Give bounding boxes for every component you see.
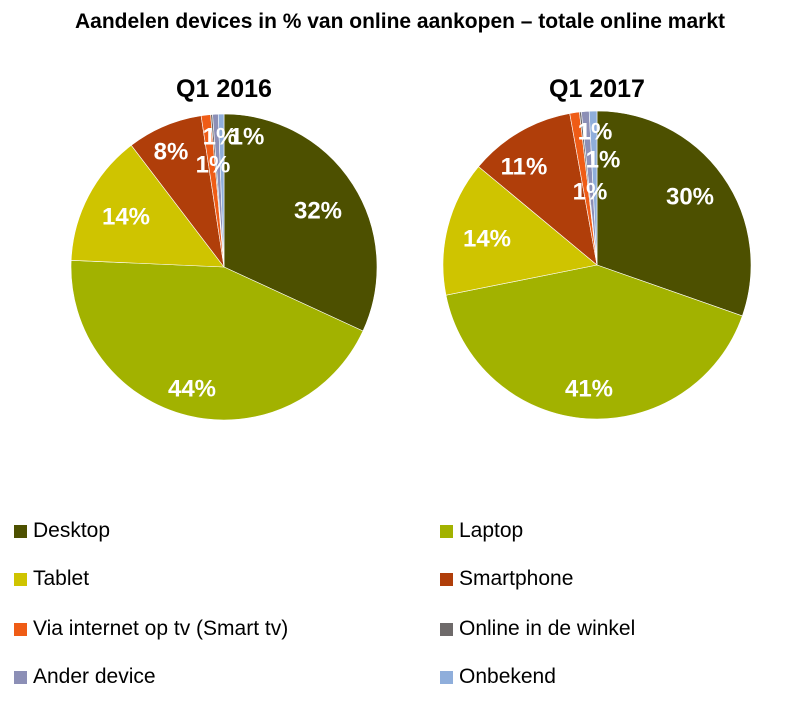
legend-item: Via internet op tv (Smart tv) (14, 617, 288, 641)
data-label: 1% (203, 123, 238, 150)
data-label: 11% (501, 153, 548, 180)
legend-swatch (14, 524, 27, 538)
pie-1: Q1 2016 32% 44% 14% 8% 1%1%1% (70, 75, 378, 421)
legend-item: Desktop (14, 519, 110, 543)
legend-label: Ander device (33, 665, 156, 688)
data-label: 14% (102, 203, 150, 230)
legend-swatch (440, 622, 453, 636)
pie-slice-desktop (596, 110, 752, 317)
legend-label: Desktop (33, 519, 111, 542)
data-label: 1% (230, 123, 265, 150)
legend-swatch (440, 572, 453, 586)
data-label: 41% (565, 375, 613, 402)
pie-slice-smartphone (478, 113, 598, 266)
data-label: 1% (586, 146, 621, 173)
legend-label: Onbekend (459, 665, 556, 688)
pie-slice-desktop (223, 113, 378, 332)
legend-swatch (440, 670, 453, 684)
legend-item: Ander device (14, 665, 156, 689)
legend-label: Smartphone (459, 567, 574, 590)
chart-title: Aandelen devices in % van online aankope… (74, 10, 725, 33)
legend-swatch (14, 670, 27, 684)
legend-swatch (14, 622, 27, 636)
data-label: 1% (573, 178, 608, 205)
legend-label: Tablet (33, 567, 90, 590)
pie-slice-onbekend (588, 110, 598, 266)
pie-slice-laptop (70, 259, 364, 421)
legend-item: Tablet (14, 567, 89, 591)
pie-slice-tablet (442, 166, 598, 296)
pie-slice-tablet (70, 144, 225, 268)
legend-item: Smartphone (440, 567, 573, 591)
legend-item: Onbekend (440, 665, 556, 689)
pie-slice-onbekend (217, 113, 225, 268)
data-label: 1% (196, 151, 231, 178)
legend-label: Laptop (459, 519, 524, 542)
data-label: 32% (294, 197, 342, 224)
legend-item: Online in de winkel (440, 617, 635, 641)
data-label: 8% (154, 138, 189, 165)
data-label: 14% (463, 225, 511, 252)
pie-slice-laptop (445, 264, 743, 420)
data-label: 30% (666, 183, 714, 210)
pie-title: Q1 2016 (176, 75, 272, 103)
data-label: 1% (578, 118, 613, 145)
data-label: 44% (168, 375, 216, 402)
pie-title: Q1 2017 (549, 75, 645, 103)
legend-swatch (14, 572, 27, 586)
legend-label: Via internet op tv (Smart tv) (33, 617, 289, 640)
legend-swatch (440, 524, 453, 538)
legend-item: Laptop (440, 519, 523, 543)
legend-label: Online in de winkel (459, 617, 636, 640)
